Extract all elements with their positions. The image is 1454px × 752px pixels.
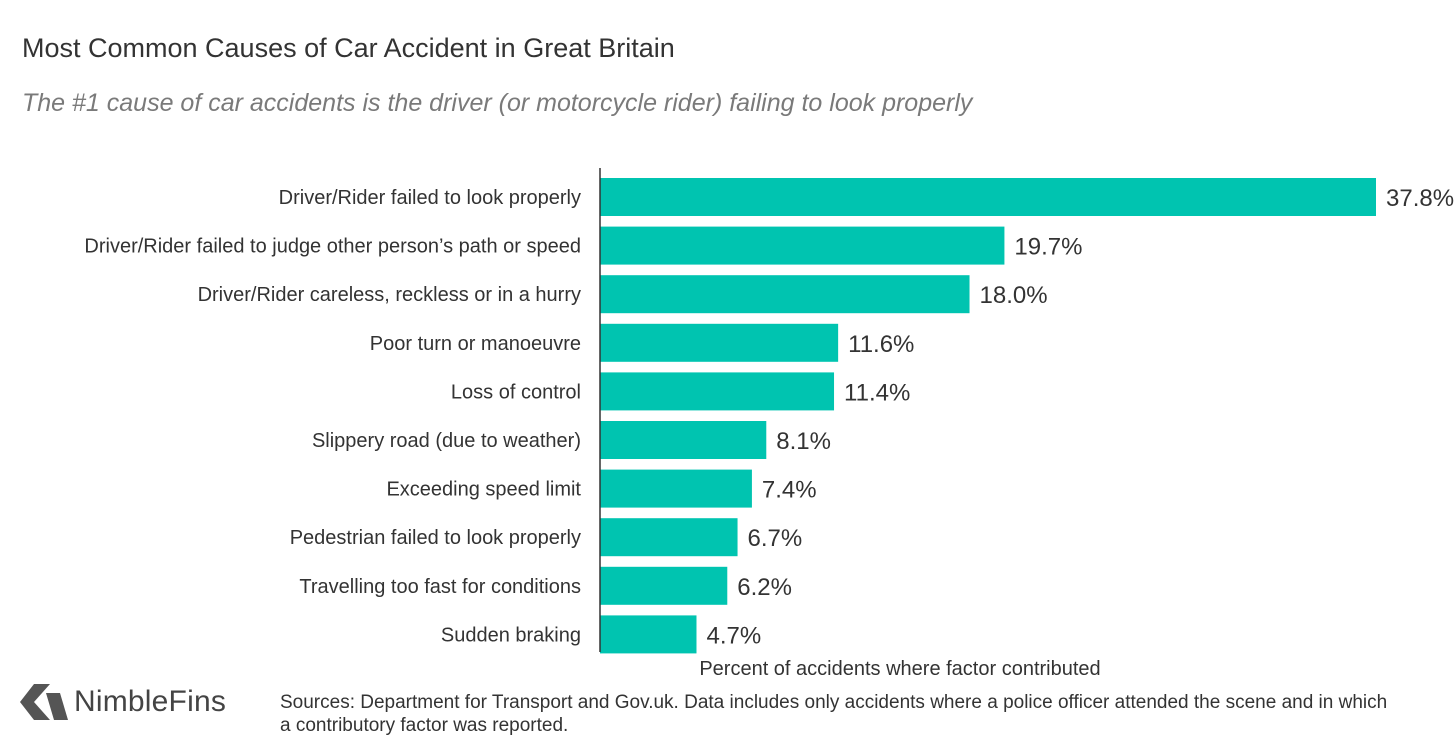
x-axis-label: Percent of accidents where factor contri… [699,658,1100,680]
bar [600,421,767,459]
value-label: 11.4% [844,379,910,406]
value-label: 11.6% [848,331,914,358]
bar [600,323,839,362]
bar [600,615,697,654]
value-label: 8.1% [776,428,831,455]
bar [600,566,728,605]
value-label: 19.7% [1014,234,1082,261]
brand-logo: NimbleFins [20,684,226,720]
chart-title: Most Common Causes of Car Accident in Gr… [22,33,675,63]
value-label: 7.4% [762,477,817,504]
value-label: 18.0% [980,282,1048,309]
category-label: Driver/Rider careless, reckless or in a … [198,284,581,306]
category-label: Driver/Rider failed to judge other perso… [84,236,581,258]
category-label: Driver/Rider failed to look properly [279,187,581,209]
nimblefins-chevron-icon [20,684,68,720]
bar [600,275,970,314]
value-label: 6.7% [748,525,803,552]
value-label: 6.2% [737,574,792,601]
bar-chart: Driver/Rider failed to look properly 37.8… [84,168,1454,680]
brand-name: NimbleFins [74,685,227,718]
bar [600,518,738,557]
bar [600,178,1376,216]
category-label: Poor turn or manoeuvre [370,333,581,355]
value-label: 4.7% [706,622,761,649]
bar [600,372,835,411]
chart-subtitle: The #1 cause of car accidents is the dri… [22,89,973,117]
category-label: Slippery road (due to weather) [312,430,581,452]
category-label: Travelling too fast for conditions [299,576,581,598]
value-label: 37.8% [1386,185,1454,212]
category-label: Sudden braking [441,624,581,646]
category-label: Pedestrian failed to look properly [290,527,581,549]
category-label: Exceeding speed limit [386,479,581,501]
bar [600,469,752,508]
category-label: Loss of control [451,381,581,403]
sources-note: Sources: Department for Transport and Go… [280,692,1388,736]
bar [600,226,1005,265]
